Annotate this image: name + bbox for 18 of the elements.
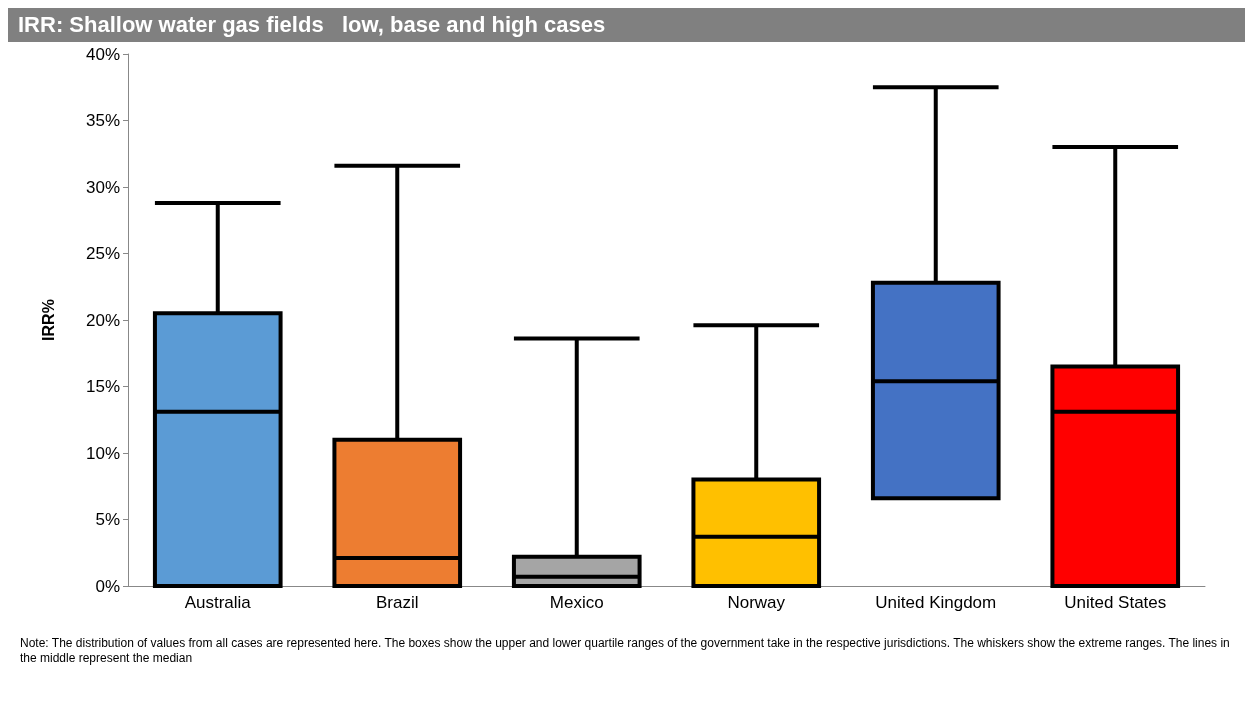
y-tick-label: 40% bbox=[85, 44, 120, 64]
y-tick-label: 20% bbox=[85, 310, 120, 330]
x-tick-label: United Kingdom bbox=[875, 593, 997, 612]
y-tick-label: 10% bbox=[85, 443, 120, 463]
y-tick-label: 5% bbox=[95, 510, 120, 529]
y-tick-label: 25% bbox=[85, 244, 120, 263]
x-tick-label: Australia bbox=[184, 593, 252, 612]
x-tick-label: United States bbox=[1064, 593, 1167, 612]
chart-title: IRR: Shallow water gas fields low, base and high cases bbox=[8, 8, 1245, 42]
y-axis-title: IRR% bbox=[39, 299, 57, 341]
x-tick-label: Norway bbox=[727, 593, 786, 612]
y-tick-label: 30% bbox=[85, 177, 120, 197]
x-tick-label: Brazil bbox=[375, 593, 419, 612]
y-tick-label: 15% bbox=[85, 377, 120, 396]
y-tick-label: 0% bbox=[95, 576, 120, 596]
x-tick-label: Mexico bbox=[549, 593, 604, 612]
y-tick-label: 35% bbox=[85, 111, 120, 130]
text: Note: The distribution of values from all cases are represented here. The boxes show the upper and lower quartile ranges of the government take in the respective jurisdictions. The whiskers show the extreme ranges. The lines in the middle represent the median bbox=[19, 635, 1231, 666]
